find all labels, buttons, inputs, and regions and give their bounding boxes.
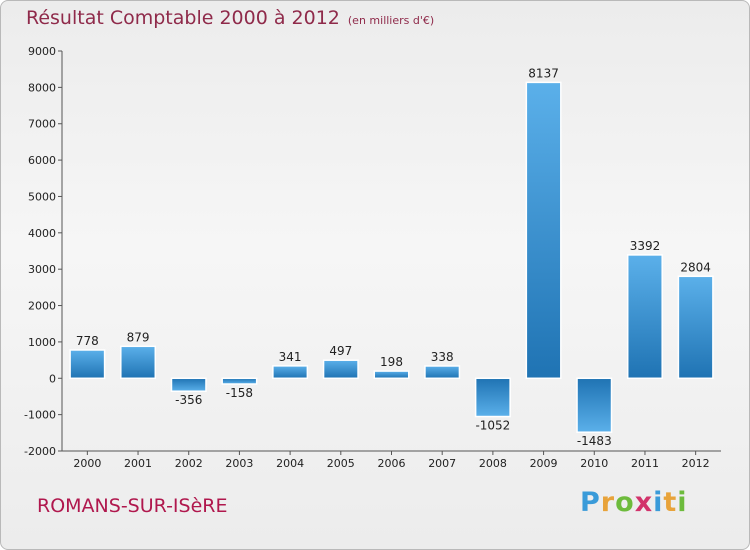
bars [69,81,714,433]
data-label: 8137 [528,66,559,80]
chart-title-block: Résultat Comptable 2000 à 2012 (en millie… [26,7,434,29]
data-label: 338 [431,350,454,364]
x-tick-label: 2004 [276,457,304,470]
data-label: 879 [127,330,150,344]
data-label: 3392 [630,239,661,253]
data-labels: 778 879 -356 -158 341 497 198 338 -1052 8137 -1483… [76,66,711,448]
bar [576,377,613,433]
location-name: ROMANS-SUR-ISèRE [37,495,228,517]
logo-letter: P [580,487,601,518]
data-label: 497 [329,344,352,358]
x-tick-label: 2008 [479,457,507,470]
logo-letter: o [615,487,635,518]
data-label: -158 [226,386,253,400]
proxiti-logo: Proxiti [580,487,688,518]
y-tick-label: -1000 [24,409,56,422]
x-tick-label: 2001 [124,457,152,470]
bar [120,345,157,380]
y-tick-label: 9000 [28,45,56,58]
bar [69,349,106,380]
data-label: 341 [279,350,302,364]
x-tick-label: 2011 [631,457,659,470]
axes: -2000 -1000 0 1000 2000 3000 4000 5000 6000 7000 8… [24,45,721,470]
bar [677,275,714,380]
y-tick-label: 6000 [28,154,56,167]
logo-letter: i [653,487,664,518]
bar [474,377,511,418]
bar [525,81,562,380]
y-tick-label: 1000 [28,336,56,349]
data-label: -356 [175,393,202,407]
x-tick-label: 2003 [225,457,253,470]
x-tick-label: 2005 [327,457,355,470]
data-label: -1483 [577,434,612,448]
logo-letter: r [600,487,616,518]
data-label: 198 [380,355,403,369]
data-label: 2804 [680,260,711,274]
y-tick-label: -2000 [24,445,56,458]
x-tick-label: 2000 [73,457,101,470]
x-tick-label: 2009 [530,457,558,470]
y-tick-label: 0 [49,372,56,385]
x-tick-label: 2007 [428,457,456,470]
logo-letter: x [634,487,654,518]
x-tick-label: 2010 [580,457,608,470]
bar [322,359,359,380]
bar [170,377,207,392]
y-tick-label: 2000 [28,300,56,313]
logo-letter: i [677,487,688,518]
y-tick-label: 3000 [28,263,56,276]
data-label: 778 [76,334,99,348]
bar [373,370,410,380]
data-label: -1052 [475,419,510,433]
x-tick-label: 2002 [175,457,203,470]
y-tick-label: 7000 [28,118,56,131]
x-tick-label: 2012 [682,457,710,470]
logo-letter: t [663,487,678,518]
chart-title: Résultat Comptable 2000 à 2012 [26,7,340,29]
chart-subtitle: (en milliers d'€) [347,14,435,27]
bar [626,254,663,380]
bar [272,365,309,380]
y-tick-label: 5000 [28,190,56,203]
x-tick-label: 2006 [378,457,406,470]
y-tick-label: 8000 [28,81,56,94]
bar [424,365,461,380]
bar [221,377,258,385]
y-tick-label: 4000 [28,227,56,240]
